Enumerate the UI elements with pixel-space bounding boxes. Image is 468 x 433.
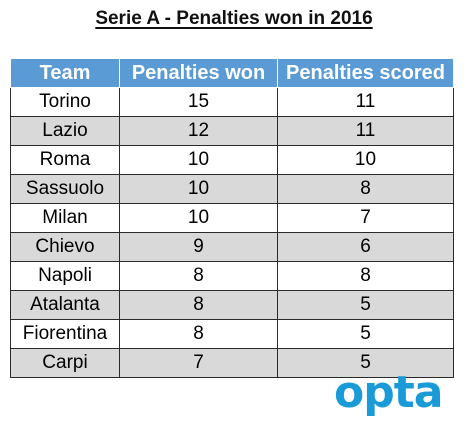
- penalties-won-cell: 10: [119, 145, 278, 175]
- penalties-scored-cell: 5: [277, 348, 454, 378]
- table-row: Sassuolo 10 8: [10, 174, 454, 204]
- team-cell: Torino: [10, 87, 120, 117]
- penalties-scored-cell: 8: [277, 174, 454, 204]
- team-cell: Napoli: [10, 261, 120, 291]
- team-cell: Carpi: [10, 348, 120, 378]
- column-header-penalties-scored: Penalties scored: [277, 58, 454, 88]
- table-row: Atalanta 8 5: [10, 290, 454, 320]
- penalties-scored-cell: 11: [277, 116, 454, 146]
- penalties-scored-cell: 11: [277, 87, 454, 117]
- table-row: Torino 15 11: [10, 87, 454, 117]
- team-cell: Fiorentina: [10, 319, 120, 349]
- penalties-scored-cell: 7: [277, 203, 454, 233]
- team-cell: Lazio: [10, 116, 120, 146]
- team-cell: Atalanta: [10, 290, 120, 320]
- penalties-scored-cell: 10: [277, 145, 454, 175]
- penalties-won-cell: 15: [119, 87, 278, 117]
- penalties-won-cell: 12: [119, 116, 278, 146]
- column-header-team: Team: [10, 58, 120, 88]
- penalties-scored-cell: 5: [277, 319, 454, 349]
- table-row: Napoli 8 8: [10, 261, 454, 291]
- table-row: Lazio 12 11: [10, 116, 454, 146]
- table-row: Carpi 7 5: [10, 348, 454, 378]
- column-header-penalties-won: Penalties won: [119, 58, 278, 88]
- penalties-won-cell: 8: [119, 319, 278, 349]
- penalties-scored-cell: 6: [277, 232, 454, 262]
- penalties-scored-cell: 5: [277, 290, 454, 320]
- penalties-scored-cell: 8: [277, 261, 454, 291]
- team-cell: Roma: [10, 145, 120, 175]
- opta-logo-text: opta: [334, 367, 442, 418]
- table-row: Fiorentina 8 5: [10, 319, 454, 349]
- penalties-won-cell: 10: [119, 203, 278, 233]
- penalties-won-cell: 8: [119, 261, 278, 291]
- penalties-won-cell: 9: [119, 232, 278, 262]
- penalties-won-cell: 8: [119, 290, 278, 320]
- team-cell: Sassuolo: [10, 174, 120, 204]
- team-cell: Chievo: [10, 232, 120, 262]
- chart-title: Serie A - Penalties won in 2016: [95, 8, 373, 29]
- table-row: Milan 10 7: [10, 203, 454, 233]
- penalties-table: Team Penalties won Penalties scored Tori…: [10, 58, 454, 378]
- penalties-won-cell: 10: [119, 174, 278, 204]
- table-row: Chievo 9 6: [10, 232, 454, 262]
- table-row: Roma 10 10: [10, 145, 454, 175]
- header-row: Team Penalties won Penalties scored: [10, 58, 454, 88]
- penalties-won-cell: 7: [119, 348, 278, 378]
- team-cell: Milan: [10, 203, 120, 233]
- opta-logo: opta: [334, 367, 443, 418]
